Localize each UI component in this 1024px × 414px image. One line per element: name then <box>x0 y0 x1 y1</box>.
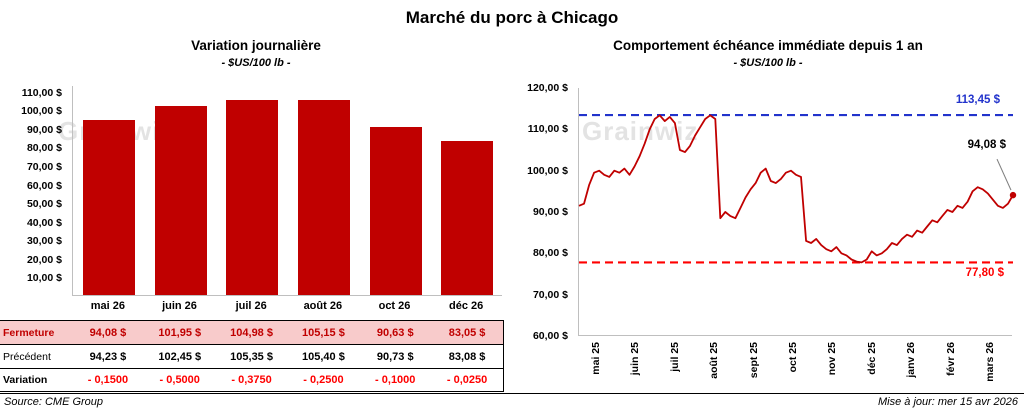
table-cell: - 0,2500 <box>303 374 344 386</box>
bar-oct 26 <box>369 126 422 295</box>
line-chart-y-axis: 120,00 $ 110,00 $ 100,00 $ 90,00 $ 80,00 $ 70… <box>512 82 572 342</box>
table-cell: - 0,1500 <box>87 374 129 386</box>
x-tick-label: nov 25 <box>826 342 839 376</box>
page-title: Marché du porc à Chicago <box>405 8 619 27</box>
y-tick-label: 70,00 $ <box>532 288 568 301</box>
y-tick-label: 60,00 $ <box>532 330 568 342</box>
line-chart-plot: 113,45 $ 77,80 $ 94,08 $ <box>578 88 1017 336</box>
table-cell: 83,08 $ <box>448 350 486 363</box>
support-label: 77,80 $ <box>965 267 1004 280</box>
footer: Source: CME Group Mise à jour: mer 15 av… <box>0 393 1024 414</box>
x-tick-label: août 25 <box>708 342 721 379</box>
table-cell: 105,40 $ <box>302 350 345 363</box>
y-tick-label: 100,00 $ <box>527 164 568 177</box>
y-tick-label: 90,00 $ <box>26 123 62 136</box>
y-tick-label: 120,00 $ <box>527 82 568 94</box>
y-tick-label: 110,00 $ <box>21 86 62 99</box>
table-cell: - 0,5000 <box>159 374 200 386</box>
y-tick-label: 60,00 $ <box>26 179 62 192</box>
category-label: août 26 <box>303 300 343 312</box>
x-tick-label: juin 25 <box>629 342 642 376</box>
bar-chart-subtitle: - $US/100 lb - <box>221 57 291 69</box>
table-cell: 90,63 $ <box>376 326 414 339</box>
x-tick-label: juil 25 <box>668 342 681 372</box>
y-tick-label: 90,00 $ <box>532 206 568 218</box>
resistance-label: 113,45 $ <box>955 94 1000 107</box>
category-label: oct 26 <box>378 300 411 312</box>
y-tick-label: 10,00 $ <box>26 272 62 285</box>
table-row-variation: Variation - 0,1500 - 0,5000 - 0,3750 - 0,250… <box>0 368 503 392</box>
category-label: déc 26 <box>449 300 484 312</box>
x-tick-label: mai 25 <box>589 342 602 375</box>
category-label: juil 26 <box>235 300 267 312</box>
x-tick-label: mars 26 <box>984 342 997 382</box>
bar-juin 26 <box>154 105 207 295</box>
table-cell: 104,98 $ <box>230 326 273 339</box>
table-cell: 90,73 $ <box>376 350 414 363</box>
x-tick-label: déc 25 <box>865 342 878 375</box>
table-cell: 102,45 $ <box>158 350 202 363</box>
category-label: mai 26 <box>90 300 125 312</box>
y-tick-label: 80,00 $ <box>26 142 62 155</box>
bar-déc 26 <box>441 140 494 295</box>
x-tick-label: sept 25 <box>747 342 760 379</box>
y-tick-label: 20,00 $ <box>26 253 62 266</box>
line-chart-x-axis: mai 25 juin 25 juil 25 août 25 sept 25 oct 25… <box>578 340 1012 393</box>
price-table: Fermeture 94,08 $ 101,95 $ 104,98 $ 105,15 $… <box>0 320 504 392</box>
line-chart-svg <box>578 113 1017 264</box>
y-tick-label: 110,00 $ <box>527 123 568 136</box>
bar-chart-panel: Grainwiz Variation journalière - $US/100… <box>0 36 512 393</box>
category-label: juin 26 <box>162 300 197 312</box>
line-chart-subtitle: - $US/100 lb - <box>733 57 803 69</box>
bar-chart-title: Variation journalière <box>191 38 321 53</box>
source-note: Source: CME Group <box>4 396 104 408</box>
line-chart-panel: Grainwiz Comportement échéance immédiate… <box>512 36 1024 393</box>
table-cell: 94,23 $ <box>89 350 127 363</box>
x-tick-label: janv 26 <box>905 342 918 378</box>
row-label: Fermeture <box>3 326 55 339</box>
table-cell: - 0,0250 <box>446 374 488 386</box>
bar-chart-categories: mai 26 juin 26 juil 26 août 26 oct 26 déc 26 <box>72 300 502 312</box>
table-row-fermeture: Fermeture 94,08 $ 101,95 $ 104,98 $ 105,15 $… <box>0 320 503 344</box>
table-cell: 94,08 $ <box>89 326 127 339</box>
table-cell: - 0,3750 <box>231 374 272 386</box>
y-tick-label: 80,00 $ <box>532 247 568 260</box>
row-label: Variation <box>3 374 48 386</box>
y-tick-label: 40,00 $ <box>26 216 62 229</box>
bar-mai 26 <box>82 120 135 295</box>
y-tick-label: 100,00 $ <box>21 105 62 118</box>
table-cell: 105,35 $ <box>230 350 273 363</box>
table-cell: - 0,1000 <box>375 374 416 386</box>
x-tick-label: févr 26 <box>944 342 957 376</box>
x-tick-label: oct 25 <box>787 342 799 373</box>
row-label: Précédent <box>3 350 51 363</box>
bar-chart-plot <box>72 86 502 296</box>
line-chart-title: Comportement échéance immédiate depuis 1… <box>613 38 923 53</box>
bar-juil 26 <box>226 99 279 295</box>
table-cell: 101,95 $ <box>158 326 202 339</box>
updated-note: Mise à jour: mer 15 avr 2026 <box>877 396 1018 408</box>
y-tick-label: 30,00 $ <box>26 235 62 248</box>
y-tick-label: 50,00 $ <box>26 198 62 211</box>
table-cell: 83,05 $ <box>448 326 486 339</box>
bar-août 26 <box>297 99 350 295</box>
table-row-precedent: Précédent 94,23 $ 102,45 $ 105,35 $ 105,40 $… <box>0 344 503 368</box>
table-cell: 105,15 $ <box>302 326 345 339</box>
last-price-label: 94,08 $ <box>967 139 1006 152</box>
bar-chart-y-axis: 110,00 $ 100,00 $ 90,00 $ 80,00 $ 70,00 $ 60,… <box>0 86 66 296</box>
y-tick-label: 70,00 $ <box>26 160 62 173</box>
